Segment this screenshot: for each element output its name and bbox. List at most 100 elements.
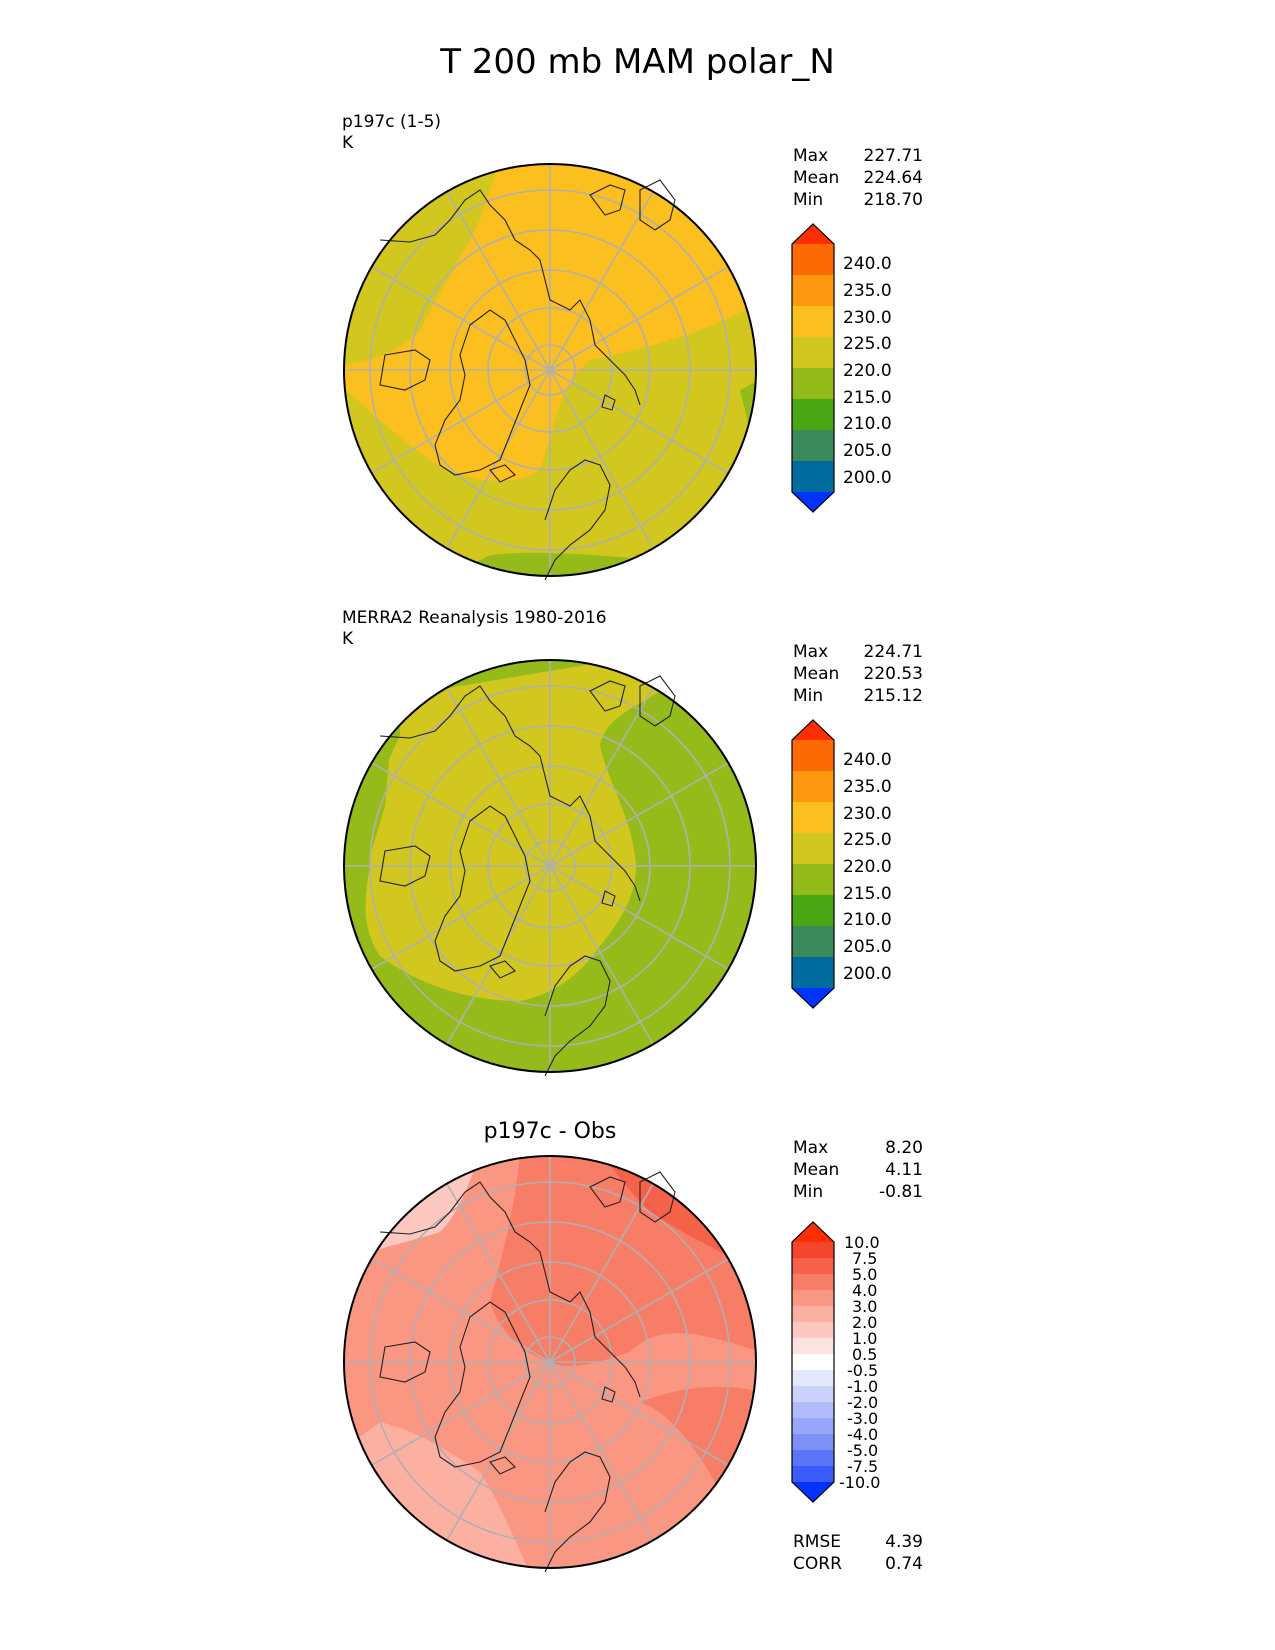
panel2-tick-215: 215.0	[843, 884, 892, 904]
colorbar-band	[792, 306, 834, 338]
panel2-graticule	[344, 660, 756, 1072]
panel1-map-border	[343, 163, 757, 577]
panel3-tick-neg1: -1.0	[847, 1377, 879, 1396]
panel2-polar-map	[343, 659, 757, 1076]
panel2-mid-region	[365, 660, 660, 1001]
colorbar-band	[792, 399, 834, 431]
panel3-stat-mean: 4.11	[885, 1160, 923, 1180]
colorbar-band	[792, 1434, 834, 1451]
colorbar-band	[792, 833, 834, 865]
panel1-tick-210: 210.0	[843, 414, 892, 434]
colorbar-band	[792, 895, 834, 927]
panel1-tick-220: 220.0	[843, 361, 892, 381]
panel3-tick-7-5: 7.5	[852, 1249, 878, 1268]
colorbar-band	[792, 1370, 834, 1387]
panel3-map-border	[343, 1155, 757, 1569]
panel2-colorbar	[791, 719, 835, 1009]
panel1-tick-235: 235.0	[843, 281, 892, 301]
panel3-tick-neg7-5: -7.5	[847, 1457, 879, 1476]
panel3-stat-key-min: Min	[793, 1182, 824, 1202]
panel3-tick-3: 3.0	[852, 1297, 878, 1316]
panel2-colorbar-ticks: 240.0 235.0 230.0 225.0 220.0 215.0 210.…	[843, 718, 933, 1018]
panel3-metrics: RMSE 4.39 CORR 0.74	[793, 1531, 923, 1575]
panel2-tick-200: 200.0	[843, 964, 892, 984]
panel3-colorbar	[791, 1221, 835, 1503]
colorbar-band	[792, 1402, 834, 1419]
colorbar-band	[792, 430, 834, 462]
panel3-tick-1: 1.0	[852, 1329, 878, 1348]
colorbar-outline	[791, 223, 835, 513]
panel1-stat-mean: 224.64	[863, 168, 923, 188]
colorbar-band	[792, 740, 834, 772]
panel1-graticule	[344, 164, 756, 576]
panel2-stat-min: 215.12	[863, 686, 923, 706]
panel3-coastlines	[379, 1171, 676, 1572]
panel2-tick-210: 210.0	[843, 910, 892, 930]
colorbar-under-triangle	[792, 1482, 834, 1502]
panel2-dataset-name: MERRA2 Reanalysis 1980-2016	[342, 608, 607, 628]
panel3-tick-neg5: -5.0	[847, 1441, 879, 1460]
panel1-stats: Max 227.71 Mean 224.64 Min 218.70	[793, 145, 923, 211]
panel3-stats: Max 8.20 Mean 4.11 Min -0.81	[793, 1137, 923, 1203]
panel1-units: K	[342, 133, 354, 153]
colorbar-band	[792, 461, 834, 493]
panel2-stats: Max 224.71 Mean 220.53 Min 215.12	[793, 641, 923, 707]
panel1-coastlines	[379, 179, 676, 580]
colorbar-band	[792, 1338, 834, 1355]
figure-title: T 200 mb MAM polar_N	[440, 42, 835, 82]
panel2-stat-key-max: Max	[793, 642, 829, 662]
panel1-model-name: p197c (1-5)	[342, 112, 442, 132]
colorbar-band	[792, 771, 834, 803]
panel1-label: p197c (1-5) K	[342, 112, 441, 154]
colorbar-over-triangle	[792, 720, 834, 740]
panel1-stat-key-min: Min	[793, 190, 824, 210]
panel3-stat-min: -0.81	[879, 1182, 923, 1202]
panel3-graticule	[344, 1156, 756, 1568]
colorbar-band	[792, 1418, 834, 1435]
panel1-stat-key-mean: Mean	[793, 168, 840, 188]
panel1-tick-215: 215.0	[843, 388, 892, 408]
colorbar-band	[792, 1354, 834, 1371]
panel3-title: p197c - Obs	[483, 1119, 617, 1144]
colorbar-band	[792, 1322, 834, 1339]
panel1-stat-min: 218.70	[863, 190, 923, 210]
colorbar-band	[792, 864, 834, 896]
panel3-tick-0-5: 0.5	[852, 1345, 878, 1364]
panel2-tick-235: 235.0	[843, 777, 892, 797]
colorbar-over-triangle	[792, 1222, 834, 1242]
panel3-tick-4: 4.0	[852, 1281, 878, 1300]
panel1-stat-max: 227.71	[863, 146, 923, 166]
panel3-tick-neg2: -2.0	[847, 1393, 879, 1412]
panel3-tick-2: 2.0	[852, 1313, 878, 1332]
colorbar-band	[792, 1306, 834, 1323]
colorbar-under-triangle	[792, 988, 834, 1008]
panel2-tick-225: 225.0	[843, 830, 892, 850]
panel2-stat-mean: 220.53	[863, 664, 923, 684]
colorbar-band	[792, 337, 834, 369]
panel2-tick-220: 220.0	[843, 857, 892, 877]
panel3-tick-neg4: -4.0	[847, 1425, 879, 1444]
panel1-stat-key-max: Max	[793, 146, 829, 166]
panel1-colorbar-ticks: 240.0 235.0 230.0 225.0 220.0 215.0 210.…	[843, 222, 933, 522]
colorbar-band	[792, 1290, 834, 1307]
colorbar-band	[792, 368, 834, 400]
panel2-coastlines	[379, 675, 676, 1076]
colorbar-outline	[791, 719, 835, 1009]
panel2-stat-max: 224.71	[863, 642, 923, 662]
colorbar-band	[792, 1274, 834, 1291]
panel1-tick-230: 230.0	[843, 308, 892, 328]
corr-value: 0.74	[885, 1554, 923, 1574]
panel3-polar-map	[343, 1155, 757, 1572]
panel2-label: MERRA2 Reanalysis 1980-2016 K	[342, 608, 607, 650]
rmse-value: 4.39	[885, 1532, 923, 1552]
panel1-tick-205: 205.0	[843, 441, 892, 461]
colorbar-outline	[791, 1221, 835, 1503]
panel2-map-border	[343, 659, 757, 1073]
panel3-tick-neg10: -10.0	[839, 1473, 881, 1492]
colorbar-over-triangle	[792, 224, 834, 244]
panel1-polar-map	[343, 163, 757, 580]
panel3-stat-max: 8.20	[885, 1138, 923, 1158]
panel2-stat-key-mean: Mean	[793, 664, 840, 684]
colorbar-band	[792, 1242, 834, 1259]
panel1-tick-225: 225.0	[843, 334, 892, 354]
